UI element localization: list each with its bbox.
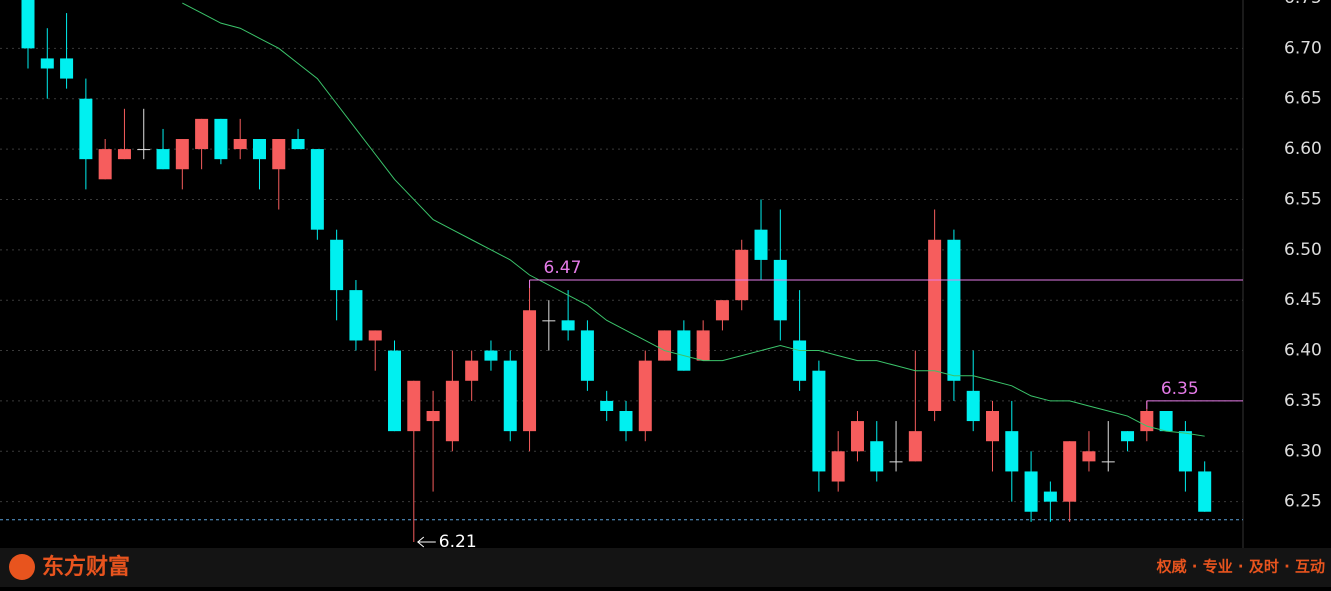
candle-body: [137, 149, 151, 151]
high-marker-label: 6.35: [1161, 379, 1199, 399]
y-tick-label: 6.45: [1284, 290, 1322, 310]
candle-body: [40, 58, 54, 69]
low-marker-label: 6.21: [439, 532, 477, 552]
candle-body: [831, 451, 845, 482]
candle-body: [60, 58, 74, 79]
candle-body: [388, 350, 402, 432]
candle-body: [1082, 451, 1096, 462]
y-tick-label: 6.75: [1284, 0, 1322, 8]
candle-body: [330, 239, 344, 291]
candle-body: [1063, 441, 1077, 502]
candle-body: [21, 0, 35, 49]
y-tick-label: 6.50: [1284, 240, 1322, 260]
candle-body: [98, 149, 112, 180]
candle-body: [484, 350, 498, 361]
candle-body: [1121, 431, 1135, 442]
candle-body: [523, 310, 537, 432]
candle-body: [696, 330, 710, 361]
candle-body: [291, 139, 305, 150]
candle-body: [310, 149, 324, 230]
candle-body: [928, 239, 942, 411]
candle-body: [658, 330, 672, 361]
candle-body: [850, 421, 864, 452]
y-tick-label: 6.30: [1284, 441, 1322, 461]
candle-body: [812, 370, 826, 472]
logo-text: 东方财富: [42, 554, 130, 580]
y-tick-label: 6.35: [1284, 391, 1322, 411]
candle-body: [1024, 471, 1038, 512]
candle-body: [1159, 411, 1173, 432]
low-arrow: [417, 536, 436, 548]
candle-body: [1101, 461, 1115, 463]
candle-body: [349, 290, 363, 341]
candle-body: [1178, 431, 1192, 472]
candle-body: [1043, 491, 1057, 502]
candle-body: [754, 229, 768, 260]
candle-body: [715, 300, 729, 321]
candle-body: [638, 360, 652, 432]
candle-body: [619, 411, 633, 432]
candle-body: [214, 118, 228, 160]
y-tick-label: 6.25: [1284, 492, 1322, 512]
candle-body: [233, 139, 247, 150]
candle-body: [175, 139, 189, 170]
candle-body: [947, 239, 961, 381]
candle-body: [503, 360, 517, 432]
candle-body: [465, 360, 479, 381]
candle-body: [889, 461, 903, 463]
candle-body: [1198, 471, 1212, 512]
candle-body: [677, 330, 691, 371]
candle-body: [793, 340, 807, 381]
candle-body: [252, 139, 266, 160]
candle-body: [986, 411, 999, 442]
candle-body: [773, 259, 787, 321]
slogan: 权威 · 专业 · 及时 · 互动: [1156, 558, 1325, 576]
candle-body: [407, 380, 421, 432]
high-marker-label: 6.47: [544, 258, 582, 278]
candle-body: [368, 330, 382, 341]
candle-body: [908, 431, 922, 462]
y-tick-label: 6.40: [1284, 341, 1322, 361]
candle-body: [561, 320, 575, 331]
y-tick-label: 6.70: [1284, 38, 1322, 58]
candle-body: [79, 98, 93, 160]
candle-body: [426, 411, 440, 422]
candle-body: [580, 330, 594, 381]
candle-body: [1140, 411, 1154, 432]
footer-bar: [0, 548, 1331, 587]
y-tick-label: 6.65: [1284, 89, 1322, 109]
y-tick-label: 6.60: [1284, 139, 1322, 159]
logo-icon: [9, 554, 35, 580]
candle-body: [735, 249, 749, 301]
candle-body: [966, 390, 980, 422]
candle-body: [272, 139, 286, 170]
candle-body: [445, 380, 459, 442]
moving-average: [182, 2, 1205, 437]
candle-body: [195, 118, 209, 150]
candle-body: [1005, 431, 1019, 472]
candle-body: [117, 149, 131, 160]
y-tick-label: 6.55: [1284, 189, 1322, 209]
candle-body: [870, 441, 884, 472]
candle-body: [600, 400, 614, 411]
candle-body: [542, 320, 556, 322]
candle-body: [156, 149, 170, 170]
